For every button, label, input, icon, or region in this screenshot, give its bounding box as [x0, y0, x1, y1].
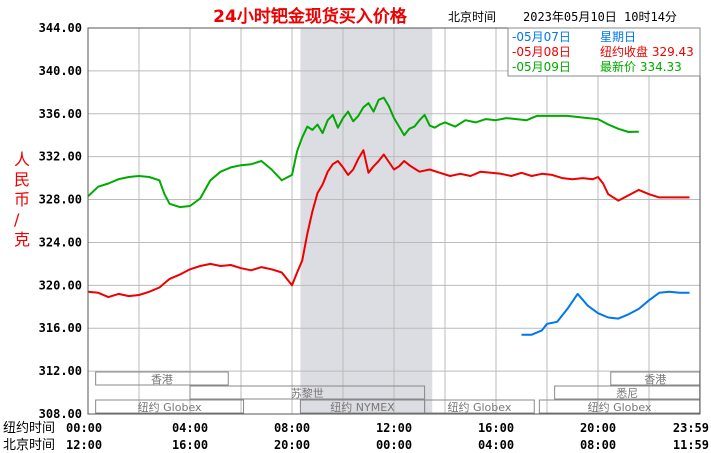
x-tick-label-beijing: 16:00	[172, 438, 208, 452]
x-row-label-newyork: 纽约时间	[3, 421, 55, 436]
y-tick-label: 324.00	[39, 235, 82, 249]
session-label: 纽约 Globex	[138, 400, 202, 414]
x-axis-ticks: 00:00 04:00 08:00 12:00 16:00 20:00 23:59 12:00…	[66, 421, 709, 452]
nymex-session-shading	[300, 28, 433, 414]
session-label: 悉尼	[616, 387, 638, 400]
y-tick-label: 340.00	[39, 64, 82, 78]
x-tick-label-beijing: 11:59	[673, 438, 709, 452]
series-line-1	[87, 149, 690, 299]
legend-date: -05月07日	[512, 30, 571, 44]
session-label: 纽约 NYMEX	[330, 400, 395, 414]
y-tick-label: 328.00	[39, 193, 82, 207]
plot-border	[87, 27, 701, 415]
legend-text: 最新价 334.33	[600, 59, 682, 74]
y-axis-label: 人民币/克	[14, 150, 30, 249]
legend-date: -05月08日	[512, 45, 571, 59]
legend-text: 星期日	[600, 30, 636, 44]
y-tick-label: 308.00	[39, 407, 82, 421]
y-tick-label: 344.00	[39, 21, 82, 35]
x-tick-label-newyork: 00:00	[66, 421, 102, 435]
session-label: 香港	[151, 373, 173, 386]
price-series	[87, 96, 690, 336]
legend: -05月07日 星期日 -05月08日 纽约收盘 329.43 -05月09日 最新价 3…	[507, 27, 701, 77]
timestamp: 2023年05月10日 10时14分	[523, 10, 677, 24]
x-tick-label-newyork: 08:00	[274, 421, 310, 435]
y-tick-label: 312.00	[39, 364, 82, 378]
x-tick-label-newyork: 20:00	[580, 421, 616, 435]
session-label: 苏黎世	[291, 386, 324, 400]
y-axis-ticks: 344.00 340.00 336.00 332.00 328.00 324.00 320.…	[39, 21, 82, 421]
x-tick-label-beijing: 08:00	[580, 438, 616, 452]
session-box	[424, 399, 535, 414]
x-tick-label-beijing: 00:00	[376, 438, 412, 452]
legend-text: 纽约收盘 329.43	[600, 44, 694, 59]
chart-title: 24小时钯金现货买入价格	[213, 6, 408, 27]
session-label: 纽约 Globex	[447, 400, 511, 414]
y-tick-label: 316.00	[39, 321, 82, 335]
legend-date: -05月09日	[512, 60, 571, 74]
y-tick-label: 332.00	[39, 150, 82, 164]
x-tick-label-newyork: 04:00	[172, 421, 208, 435]
gridlines	[88, 27, 700, 415]
series-line-0	[87, 96, 639, 209]
session-box	[95, 371, 229, 386]
x-tick-label-beijing: 12:00	[66, 438, 102, 452]
session-box	[189, 385, 426, 400]
session-label: 纽约 Globex	[588, 400, 652, 414]
x-row-label-beijing: 北京时间	[3, 438, 55, 453]
x-tick-label-newyork: 23:59	[673, 421, 709, 435]
time-zone-label: 北京时间	[448, 10, 496, 24]
x-tick-label-beijing: 20:00	[274, 438, 310, 452]
session-label: 香港	[644, 373, 666, 386]
x-tick-label-beijing: 04:00	[478, 438, 514, 452]
y-tick-label: 320.00	[39, 278, 82, 292]
series-line-2	[521, 290, 690, 336]
x-tick-label-newyork: 12:00	[376, 421, 412, 435]
y-tick-label: 336.00	[39, 107, 82, 121]
x-tick-label-newyork: 16:00	[478, 421, 514, 435]
session-box	[95, 399, 245, 414]
